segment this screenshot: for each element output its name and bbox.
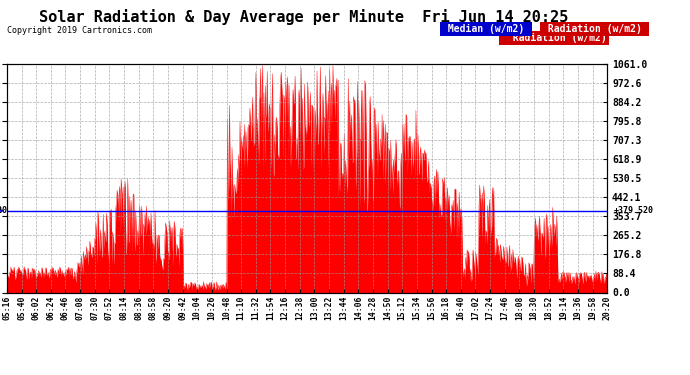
- Text: Radiation (w/m2): Radiation (w/m2): [542, 24, 647, 34]
- Text: Median (w/m2): Median (w/m2): [442, 24, 530, 34]
- Text: Radiation (w/m2): Radiation (w/m2): [502, 33, 607, 43]
- Text: +379.520: +379.520: [614, 206, 654, 215]
- Text: Median (w/m2): Median (w/m2): [531, 33, 607, 43]
- Text: Solar Radiation & Day Average per Minute  Fri Jun 14 20:25: Solar Radiation & Day Average per Minute…: [39, 9, 569, 26]
- Text: Copyright 2019 Cartronics.com: Copyright 2019 Cartronics.com: [7, 26, 152, 35]
- Text: +379.520: +379.520: [0, 206, 8, 215]
